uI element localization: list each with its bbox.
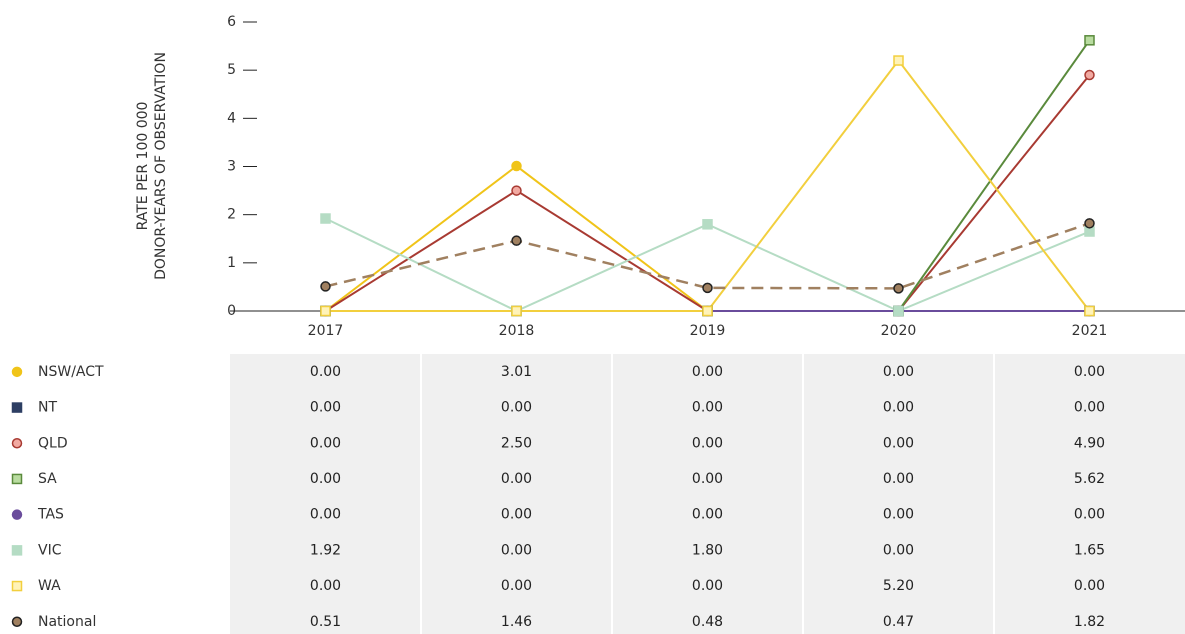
point	[702, 282, 713, 294]
table-background	[230, 354, 1185, 634]
point	[893, 305, 904, 317]
table-cell: 5.20	[883, 578, 914, 594]
point	[1084, 69, 1095, 81]
table-cell: 0.00	[501, 542, 532, 558]
table-cell: 5.62	[1074, 471, 1105, 487]
series-line	[324, 74, 1091, 312]
y-axis-label: RATE PER 100 000	[135, 102, 151, 231]
table-cell: 1.65	[1074, 542, 1105, 558]
legend-marker	[11, 509, 23, 520]
table-cell: 0.00	[692, 471, 723, 487]
series-line	[325, 217, 1090, 313]
legend-label: VIC	[38, 542, 62, 558]
table-cell: 0.00	[501, 507, 532, 523]
table-cell: 0.00	[1074, 364, 1105, 380]
table-cell: 0.00	[883, 435, 914, 451]
y-tick-label: 4	[227, 110, 236, 126]
table-cell: 0.00	[692, 400, 723, 416]
point	[511, 305, 522, 317]
table-cell: 0.00	[883, 471, 914, 487]
legend-label: QLD	[38, 435, 68, 451]
table-cell: 2.50	[501, 435, 532, 451]
point	[320, 305, 331, 317]
point	[702, 219, 713, 230]
x-tick-label: 2018	[499, 323, 535, 339]
x-tick-label: 2021	[1072, 323, 1108, 339]
table-cell: 0.00	[501, 471, 532, 487]
x-tick-label: 2017	[308, 323, 344, 339]
table-cell: 0.48	[692, 614, 723, 630]
table-cell: 0.00	[1074, 400, 1105, 416]
point	[511, 235, 522, 246]
series-line	[325, 39, 1091, 312]
table-cell: 0.00	[310, 507, 341, 523]
table-cell: 0.00	[310, 435, 341, 451]
table-cell: 0.00	[692, 435, 723, 451]
point	[511, 160, 522, 172]
table-cell: 1.92	[310, 542, 341, 558]
table-cell: 0.00	[310, 364, 341, 380]
point	[320, 281, 331, 292]
table-cell: 1.82	[1074, 614, 1105, 630]
point	[1084, 218, 1095, 229]
table-cell: 0.00	[692, 364, 723, 380]
legend-marker	[11, 580, 23, 592]
point	[702, 305, 713, 317]
table-cell: 4.90	[1074, 435, 1105, 451]
y-tick-label: 3	[227, 159, 236, 175]
table-cell: 0.00	[501, 400, 532, 416]
table-cell: 0.47	[883, 614, 914, 630]
x-tick-label: 2020	[881, 323, 917, 339]
y-axis-label: DONOR-YEARS OF OBSERVATION	[153, 52, 169, 280]
table-cell: 3.01	[501, 364, 532, 380]
point	[893, 55, 904, 66]
point	[1084, 305, 1095, 317]
point	[511, 185, 522, 196]
table-cell: 0.00	[883, 364, 914, 380]
table-cell: 0.00	[883, 542, 914, 558]
table-cell: 0.00	[883, 507, 914, 523]
legend-marker	[11, 438, 23, 449]
table-cell: 0.00	[310, 400, 341, 416]
table-cell: 0.00	[310, 578, 341, 594]
y-tick-label: 5	[227, 62, 236, 78]
legend-label: National	[38, 614, 96, 630]
legend-label: TAS	[37, 507, 64, 523]
legend-label: WA	[38, 578, 61, 594]
legend-marker	[11, 402, 23, 413]
legend-marker	[11, 366, 23, 378]
x-tick-label: 2019	[690, 323, 726, 339]
point	[320, 213, 331, 224]
table-cell: 0.00	[692, 578, 723, 594]
table-cell: 0.51	[310, 614, 341, 630]
series-line	[325, 222, 1090, 290]
table-cell: 0.00	[1074, 578, 1105, 594]
y-tick-label: 2	[227, 207, 236, 223]
legend-marker	[11, 616, 23, 627]
table-cell: 0.00	[310, 471, 341, 487]
legend-label: NT	[38, 400, 57, 416]
table-cell: 1.46	[501, 614, 532, 630]
y-tick-label: 1	[227, 255, 236, 271]
legend-label: SA	[38, 471, 57, 487]
table-cell: 1.80	[692, 542, 723, 558]
table-cell: 0.00	[692, 507, 723, 523]
legend-label: NSW/ACT	[38, 364, 104, 380]
point	[1084, 35, 1095, 46]
point	[893, 283, 904, 294]
y-tick-label: 6	[227, 14, 236, 30]
legend-marker	[11, 545, 23, 556]
table-cell: 0.00	[501, 578, 532, 594]
table-cell: 0.00	[1074, 507, 1105, 523]
table-cell: 0.00	[883, 400, 914, 416]
legend-marker	[11, 473, 23, 485]
